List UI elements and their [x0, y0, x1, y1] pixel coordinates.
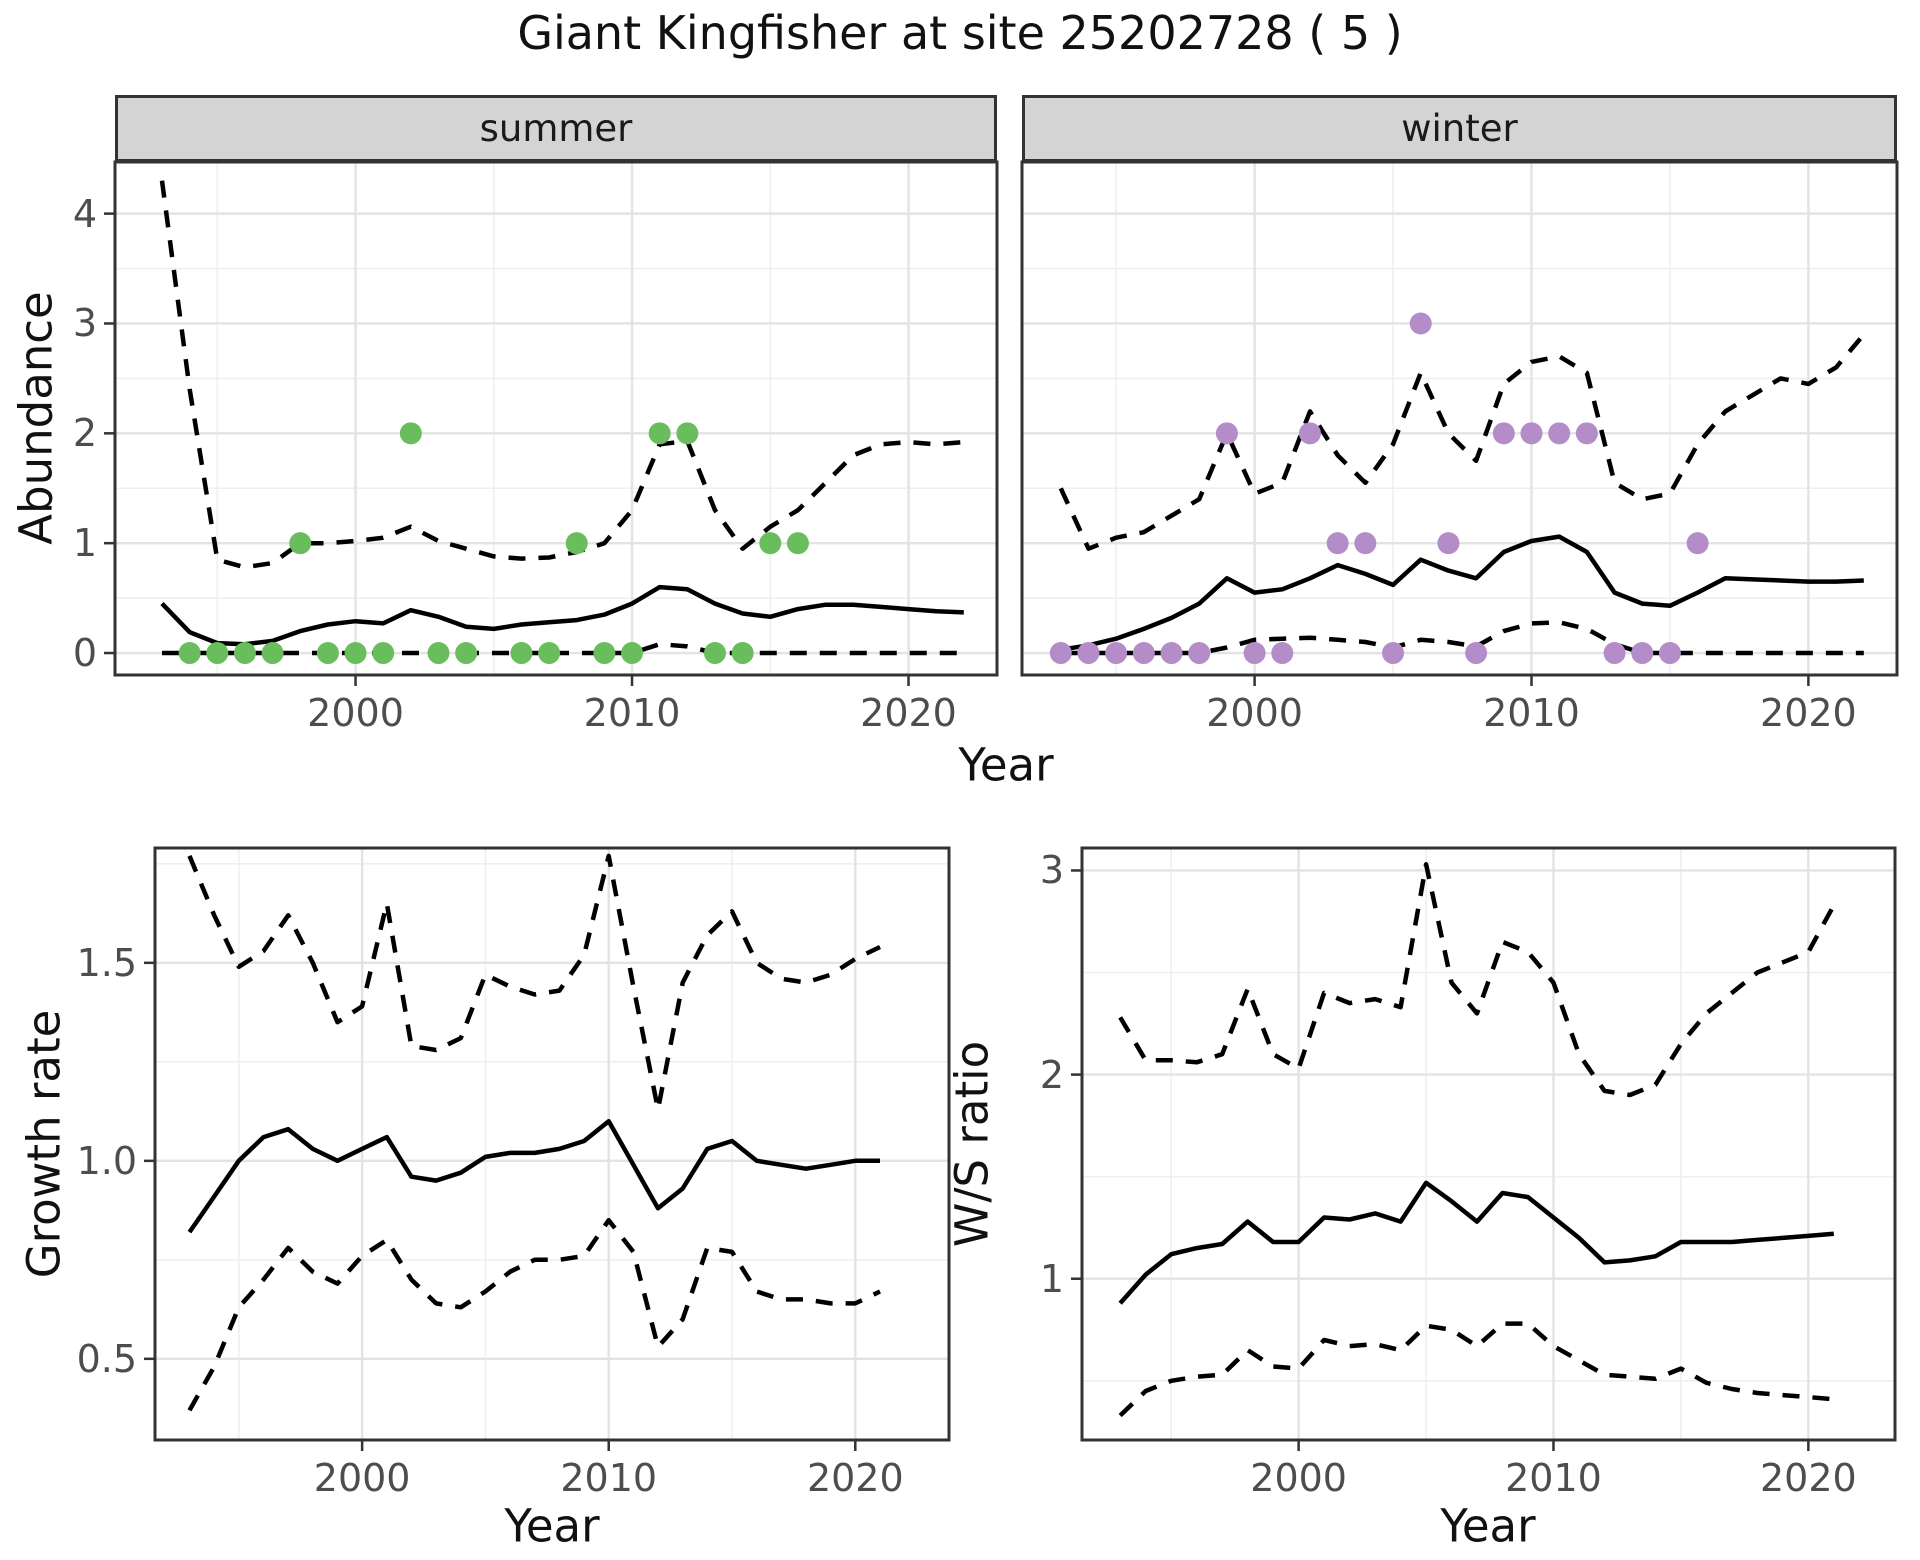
y-tick-label: 1: [1039, 1256, 1064, 1301]
observation-point: [1575, 422, 1598, 445]
y-tick-label: 2: [72, 411, 97, 456]
observation-point: [593, 642, 616, 665]
panel-background: [155, 848, 949, 1440]
observation-point: [1049, 642, 1072, 665]
observation-point: [1243, 642, 1266, 665]
observation-point: [1548, 422, 1571, 445]
series-median: [160, 584, 964, 647]
observation-point: [621, 642, 644, 665]
x-tick-label: 2020: [1759, 1456, 1857, 1500]
x-tick-label: 2000: [1250, 1456, 1347, 1500]
observation-point: [1658, 642, 1681, 665]
series-median: [187, 1118, 880, 1234]
observation-point: [1686, 532, 1709, 555]
figure-title: Giant Kingfisher at site 25202728 ( 5 ): [517, 6, 1403, 60]
y-tick-label: 3: [1039, 848, 1064, 893]
series-lower_ci: [187, 1217, 881, 1412]
observation-point: [786, 532, 809, 555]
facet-strip-summer-label: summer: [479, 107, 633, 150]
x-tick-label: 2000: [313, 1456, 411, 1500]
x-tick-label: 2010: [583, 691, 681, 735]
ws-year-axis-title: Year: [1440, 1499, 1536, 1553]
observation-point: [759, 532, 782, 555]
y-tick-label: 4: [72, 191, 97, 236]
top-year-axis-title: Year: [958, 738, 1054, 792]
y-tick-label: 0.5: [76, 1336, 137, 1381]
observation-point: [399, 422, 422, 445]
observation-point: [1271, 642, 1294, 665]
series-upper_ci: [187, 853, 881, 1112]
x-tick-label: 2020: [1760, 691, 1857, 735]
observation-point: [1354, 532, 1377, 555]
x-tick-label: 2000: [307, 691, 404, 735]
observation-point: [178, 642, 201, 665]
observation-point: [1298, 422, 1321, 445]
x-tick-label: 2020: [860, 691, 957, 735]
observation-point: [703, 642, 726, 665]
observation-point: [289, 532, 312, 555]
panel-background: [1022, 162, 1897, 675]
observation-point: [1326, 532, 1349, 555]
observation-point: [344, 642, 367, 665]
panel-border: [153, 846, 951, 1442]
panel-abundance-winter: [1020, 160, 1899, 686]
observation-point: [427, 642, 450, 665]
y-tick-label: 2: [1039, 1052, 1064, 1097]
observation-point: [372, 642, 395, 665]
observation-point: [1437, 532, 1460, 555]
observation-point: [261, 642, 284, 665]
y-tick-label: 1: [72, 521, 97, 566]
panel-border: [113, 160, 999, 677]
observation-point: [1409, 312, 1432, 335]
x-tick-label: 2000: [1206, 691, 1303, 735]
observation-point: [1160, 642, 1183, 665]
observation-point: [1631, 642, 1654, 665]
observation-point: [1077, 642, 1100, 665]
y-tick-label: 1.5: [76, 940, 137, 985]
panel-ws-ratio: [1071, 846, 1897, 1451]
observation-point: [538, 642, 561, 665]
facet-strip-summer: summer: [115, 95, 997, 162]
observation-point: [455, 642, 478, 665]
panel-background: [1082, 848, 1895, 1440]
observation-point: [1132, 642, 1155, 665]
observation-point: [510, 642, 533, 665]
panel-border: [1020, 160, 1899, 677]
observation-point: [648, 422, 671, 445]
facet-strip-winter-label: winter: [1401, 107, 1518, 150]
observation-point: [1105, 642, 1128, 665]
observation-point: [233, 642, 256, 665]
x-tick-label: 2010: [1483, 691, 1580, 735]
panel-growth-rate: [144, 846, 951, 1451]
series-lower_ci: [162, 641, 964, 656]
x-tick-label: 2010: [1505, 1456, 1602, 1500]
panel-abundance-summer: [104, 160, 999, 686]
observation-point: [1382, 642, 1405, 665]
observation-point: [565, 532, 588, 555]
observation-point: [1492, 422, 1515, 445]
y-tick-label: 0: [72, 631, 97, 676]
x-tick-label: 2020: [806, 1456, 904, 1500]
x-tick-label: 2010: [560, 1456, 658, 1500]
observation-point: [1465, 642, 1488, 665]
panel-border: [1080, 846, 1897, 1442]
series-upper_ci: [1058, 333, 1866, 551]
observation-point: [676, 422, 699, 445]
panel-background: [115, 162, 997, 675]
observation-point: [1520, 422, 1543, 445]
observation-point: [1188, 642, 1211, 665]
observation-point: [1215, 422, 1238, 445]
y-tick-label: 3: [72, 301, 97, 346]
observation-point: [1603, 642, 1626, 665]
series-median: [1060, 534, 1864, 652]
observation-point: [316, 642, 339, 665]
observation-point: [206, 642, 229, 665]
y-tick-label: 1.0: [76, 1138, 137, 1183]
series-upper_ci: [1118, 862, 1836, 1098]
series-median: [1118, 1180, 1834, 1305]
observation-point: [731, 642, 754, 665]
growth-year-axis-title: Year: [504, 1499, 600, 1553]
